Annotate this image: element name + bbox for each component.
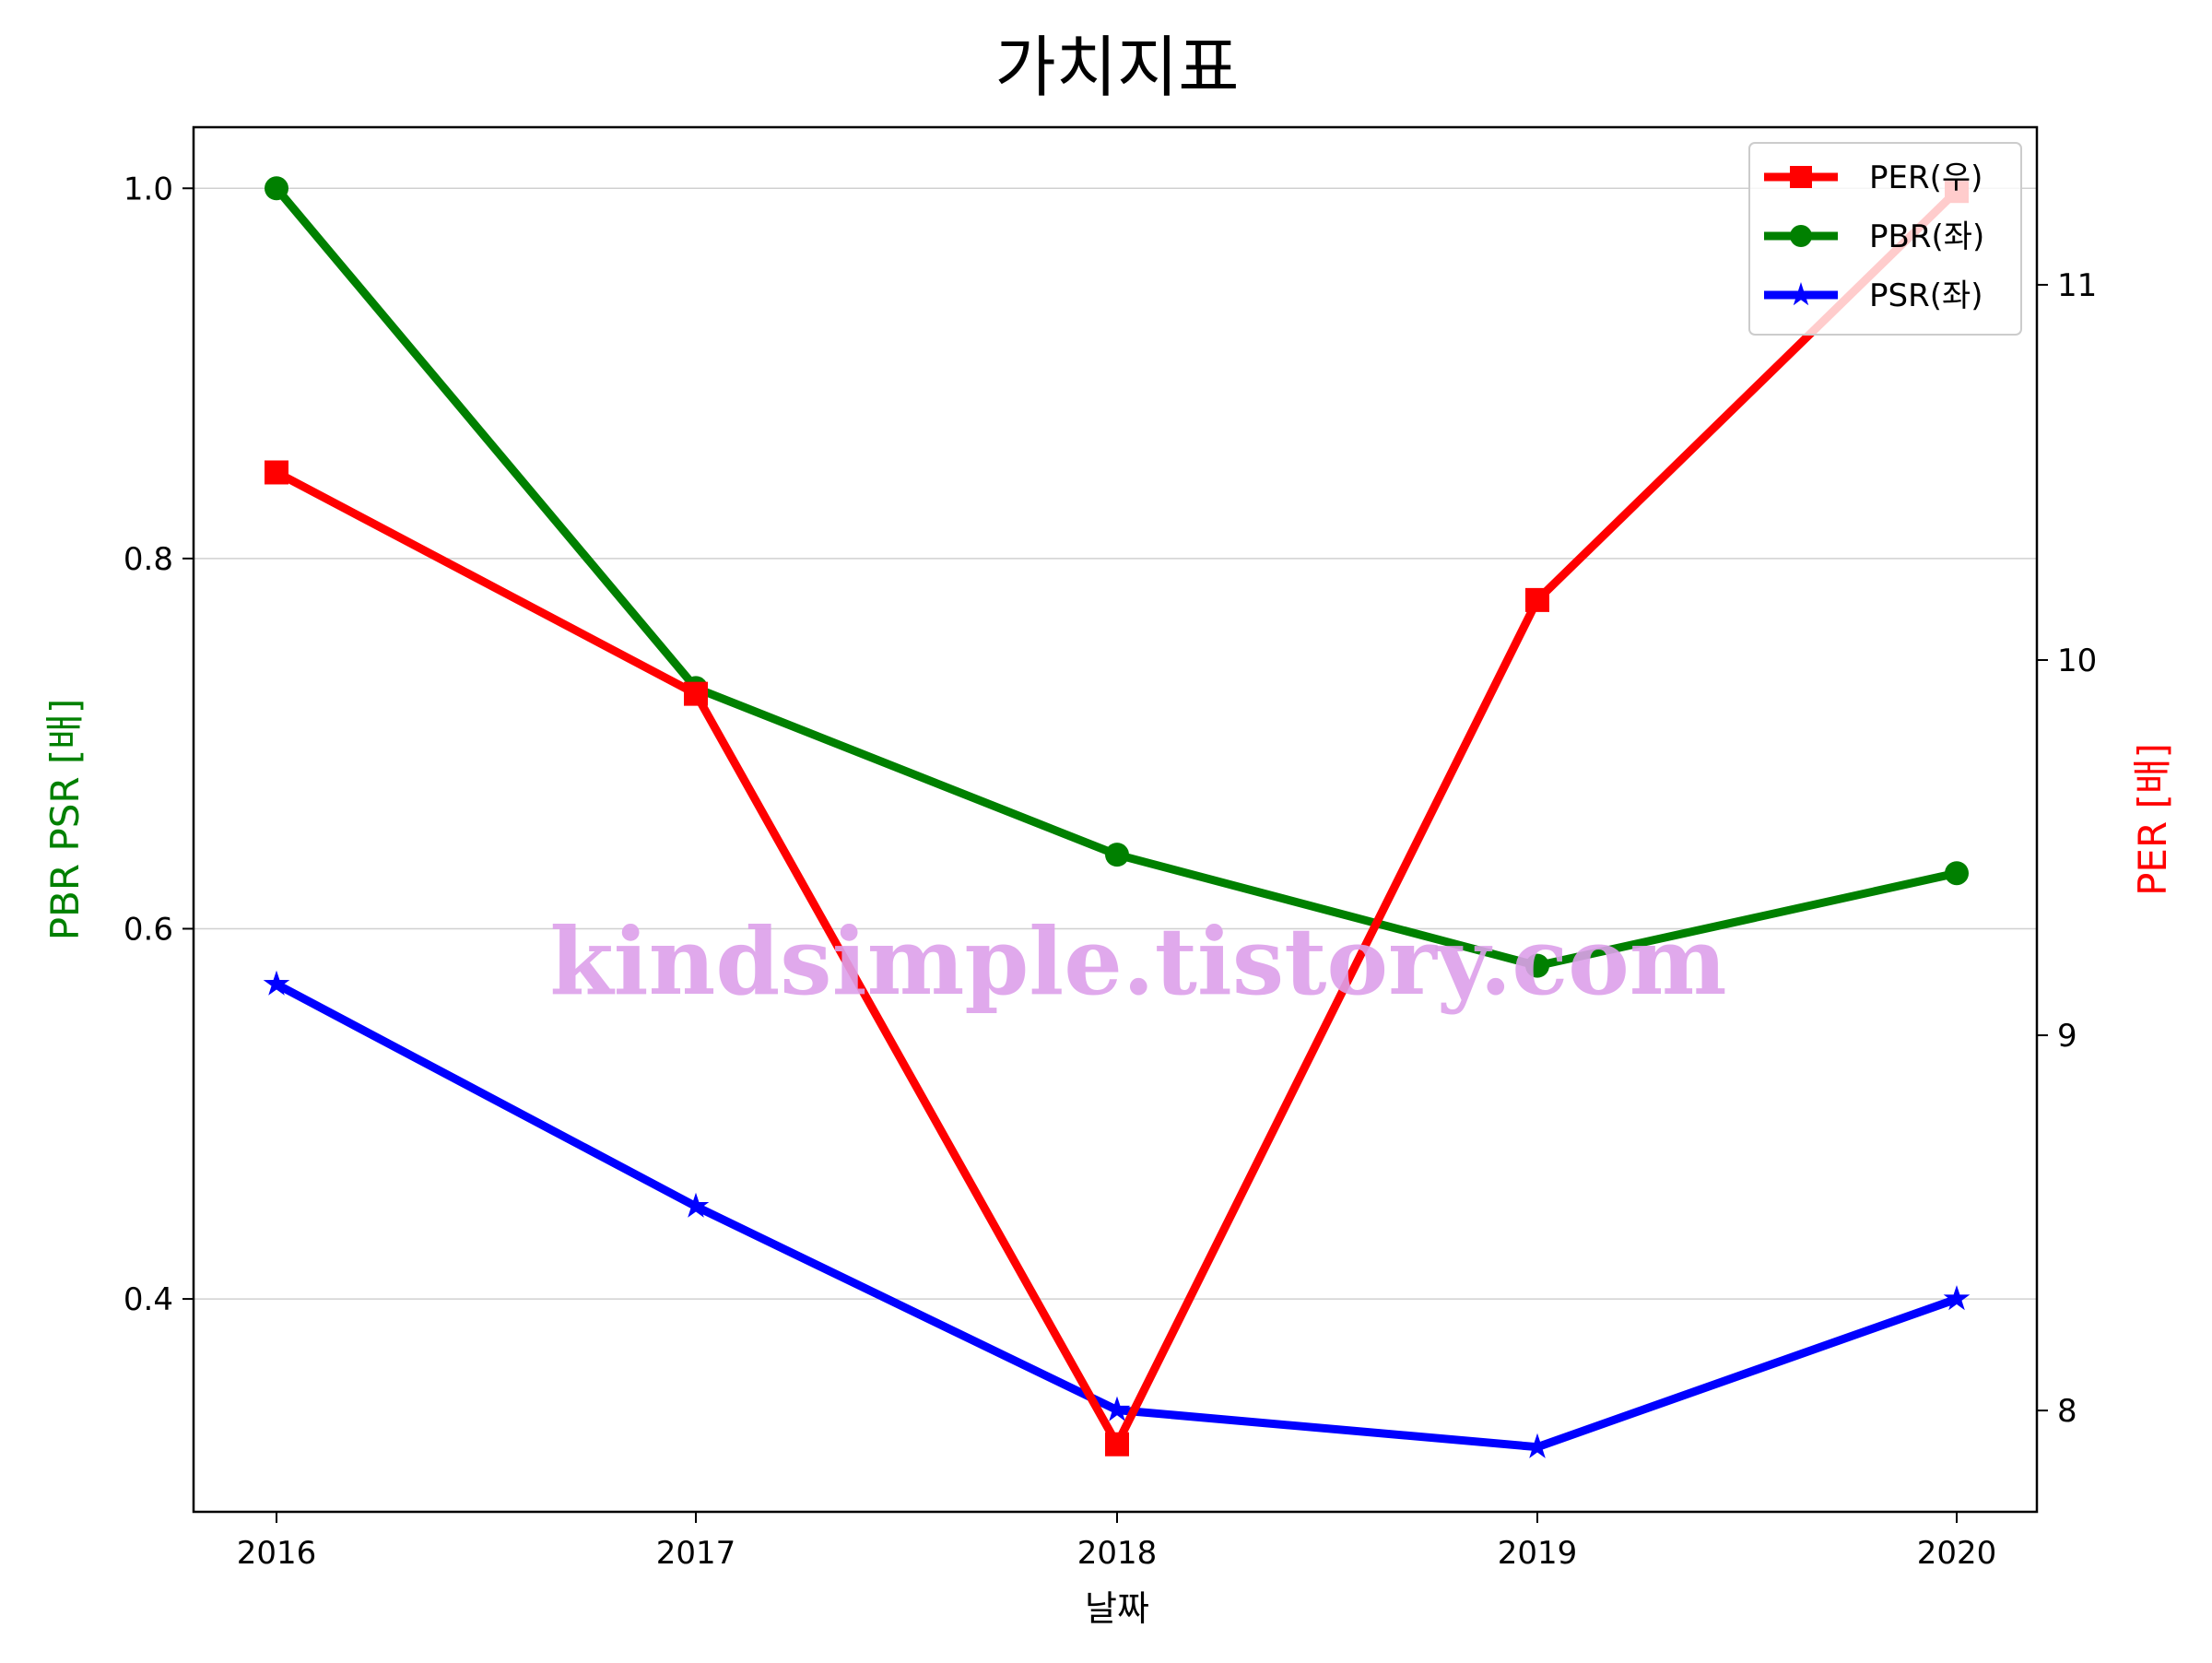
y-tick-label-left: 0.8 [124, 541, 173, 578]
data-point [265, 176, 288, 201]
legend-label: PER(우) [1869, 159, 1983, 196]
data-point [265, 460, 288, 485]
legend-label: PBR(좌) [1869, 218, 1984, 255]
y-tick-label-right: 8 [2057, 1393, 2077, 1430]
y-tick-label-left: 0.6 [124, 911, 173, 948]
data-point [1103, 1396, 1131, 1421]
x-tick-label: 2016 [237, 1535, 317, 1572]
legend-entry: PBR(좌) [1764, 218, 1984, 255]
series-star [263, 970, 1971, 1458]
data-point [1945, 861, 1969, 886]
legend-label: PSR(좌) [1869, 277, 1983, 314]
x-tick-label: 2018 [1077, 1535, 1158, 1572]
y-axis-label-left: PBR PSR [배] [42, 699, 88, 941]
x-tick-label: 2020 [1917, 1535, 1997, 1572]
legend-marker [1790, 166, 1812, 188]
y-axis-label-right: PER [배] [2130, 743, 2175, 896]
series-layer [263, 176, 1971, 1458]
grid-layer [194, 187, 2037, 1300]
y-tick-label-right: 9 [2057, 1018, 2077, 1055]
chart-title: 가치지표 [995, 29, 1240, 106]
watermark-layer: kindsimple.tistory.com [549, 907, 1726, 1016]
legend-marker [1790, 225, 1812, 247]
x-tick-label: 2017 [656, 1535, 736, 1572]
data-point [1525, 953, 1549, 978]
x-tick-label: 2019 [1498, 1535, 1578, 1572]
legend: PER(우) PBR(좌) PSR(좌) [1748, 142, 2022, 336]
y-tick-label-right: 11 [2057, 267, 2097, 304]
y-tick-label-left: 1.0 [124, 171, 173, 207]
legend-box [1748, 142, 2022, 336]
watermark-text: kindsimple.tistory.com [549, 907, 1726, 1016]
data-point [1105, 843, 1129, 867]
x-axis-label: 날짜 [1085, 1588, 1149, 1629]
data-point [1525, 587, 1549, 612]
legend-marker [1788, 282, 1814, 306]
series-square [265, 179, 1969, 1457]
data-point [263, 970, 290, 996]
data-point [1524, 1433, 1551, 1458]
legend-entry: PER(우) [1764, 159, 1983, 196]
plot-frame [192, 125, 2039, 1514]
data-point [684, 681, 708, 706]
data-point [1105, 1432, 1129, 1457]
y-tick-label-right: 10 [2057, 643, 2097, 679]
data-point [682, 1192, 710, 1218]
data-point [1943, 1285, 1971, 1311]
legend-entry: PSR(좌) [1764, 277, 1983, 314]
y-tick-label-left: 0.4 [124, 1281, 173, 1318]
axis-layer: 0.4 0.6 0.8 1.0 8 9 10 11 2016 2017 2018 2019 2020 [124, 171, 2097, 1572]
